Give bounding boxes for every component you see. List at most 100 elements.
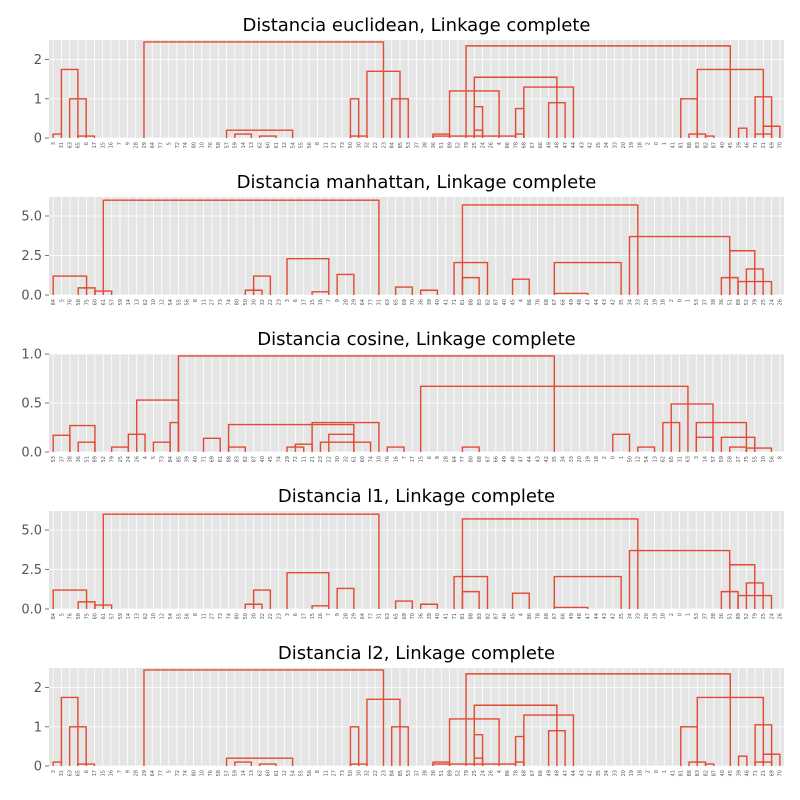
leaf-label: 40: [193, 456, 199, 462]
leaf-label: 26: [489, 770, 495, 776]
leaf-label: 86: [505, 770, 511, 776]
dendrogram-link: [143, 41, 385, 138]
leaf-label: 27: [210, 613, 216, 619]
leaf-label: 29: [352, 613, 358, 619]
leaf-label: 34: [604, 142, 610, 148]
leaf-label: 30: [356, 770, 362, 776]
leaf-label: 78: [513, 770, 519, 776]
leaf-label: 38: [423, 142, 429, 148]
leaf-label: 76: [208, 142, 214, 148]
panel-title: Distancia l2, Linkage complete: [278, 643, 555, 664]
leaf-label: 6: [427, 456, 433, 459]
y-tick-label: 0.5: [21, 397, 42, 412]
leaf-label: 10: [761, 456, 767, 462]
leaf-label: 62: [143, 613, 149, 619]
leaf-label: 72: [293, 456, 299, 462]
leaf-label: 19: [629, 770, 635, 776]
leaf-label: 79: [753, 299, 759, 305]
leaf-label: 3: [285, 613, 291, 616]
leaf-label: 10: [200, 770, 206, 776]
leaf-label: 44: [571, 142, 577, 148]
leaf-label: 82: [485, 299, 491, 305]
leaf-label: 15: [310, 613, 316, 619]
leaf-label: 41: [670, 142, 676, 148]
leaf-label: 79: [464, 770, 470, 776]
leaf-label: 81: [218, 456, 224, 462]
leaf-label: 57: [224, 142, 230, 148]
leaf-label: 40: [435, 299, 441, 305]
leaf-label: 89: [447, 142, 453, 148]
leaf-label: 3: [51, 142, 57, 145]
leaf-label: 36: [76, 456, 82, 462]
leaf-label: 27: [736, 456, 742, 462]
leaf-label: 85: [398, 770, 404, 776]
leaf-label: 64: [150, 142, 156, 148]
leaf-label: 13: [134, 299, 140, 305]
leaf-label: 32: [365, 142, 371, 148]
leaf-label: 89: [93, 456, 99, 462]
leaf-label: 24: [126, 456, 132, 462]
leaf-label: 17: [302, 299, 308, 305]
leaf-label: 45: [268, 456, 274, 462]
leaf-label: 49: [546, 142, 552, 148]
leaf-label: 58: [76, 613, 82, 619]
leaf-label: 45: [510, 299, 516, 305]
leaf-label: 39: [736, 142, 742, 148]
leaf-label: 83: [477, 299, 483, 305]
leaf-label: 7: [327, 613, 333, 616]
leaf-label: 58: [728, 456, 734, 462]
leaf-label: 11: [323, 770, 329, 776]
dendrogram-link: [419, 289, 439, 295]
leaf-label: 36: [418, 299, 424, 305]
leaf-label: 64: [360, 613, 366, 619]
leaf-label: 74: [226, 613, 232, 619]
leaf-label: 83: [477, 613, 483, 619]
leaf-label: 16: [109, 770, 115, 776]
leaf-label: 65: [393, 299, 399, 305]
leaf-label: 84: [51, 299, 57, 305]
leaf-label: 29: [142, 142, 148, 148]
dendrogram-link: [202, 437, 221, 452]
leaf-label: 75: [84, 613, 90, 619]
dendrogram-link: [69, 424, 96, 452]
leaf-label: 8: [778, 456, 784, 459]
leaf-label: 35: [619, 299, 625, 305]
leaf-label: 45: [728, 142, 734, 148]
leaf-label: 69: [769, 770, 775, 776]
leaf-label: 80: [191, 142, 197, 148]
leaf-label: 18: [637, 770, 643, 776]
leaf-label: 20: [644, 299, 650, 305]
leaf-label: 2: [646, 142, 652, 145]
leaf-label: 24: [480, 142, 486, 148]
leaf-label: 50: [348, 142, 354, 148]
y-tick-label: 1: [34, 720, 42, 735]
leaf-label: 26: [778, 299, 784, 305]
dendrogram-link: [349, 726, 360, 766]
leaf-label: 27: [210, 299, 216, 305]
leaf-label: 21: [761, 770, 767, 776]
dendrogram-link: [177, 355, 556, 452]
dendrogram-link: [523, 714, 575, 766]
leaf-label: 30: [251, 613, 257, 619]
leaf-label: 30: [335, 456, 341, 462]
leaf-label: 31: [377, 299, 383, 305]
leaf-label: 50: [243, 299, 249, 305]
leaf-label: 74: [368, 456, 374, 462]
leaf-label: 54: [644, 456, 650, 462]
leaf-label: 12: [160, 613, 166, 619]
leaf-label: 0: [654, 142, 660, 145]
leaf-label: 68: [544, 613, 550, 619]
leaf-label: 10: [151, 299, 157, 305]
dendrogram-link: [473, 76, 558, 138]
leaf-label: 88: [469, 299, 475, 305]
y-tick-label: 0: [34, 132, 42, 147]
leaf-label: 86: [527, 299, 533, 305]
dendrogram-link: [102, 199, 380, 295]
leaf-label: 47: [563, 770, 569, 776]
leaf-label: 38: [711, 299, 717, 305]
leaf-label: 33: [613, 142, 619, 148]
leaf-label: 25: [761, 613, 767, 619]
leaf-label: 16: [318, 299, 324, 305]
leaf-label: 6: [293, 299, 299, 302]
leaf-label: 77: [158, 142, 164, 148]
